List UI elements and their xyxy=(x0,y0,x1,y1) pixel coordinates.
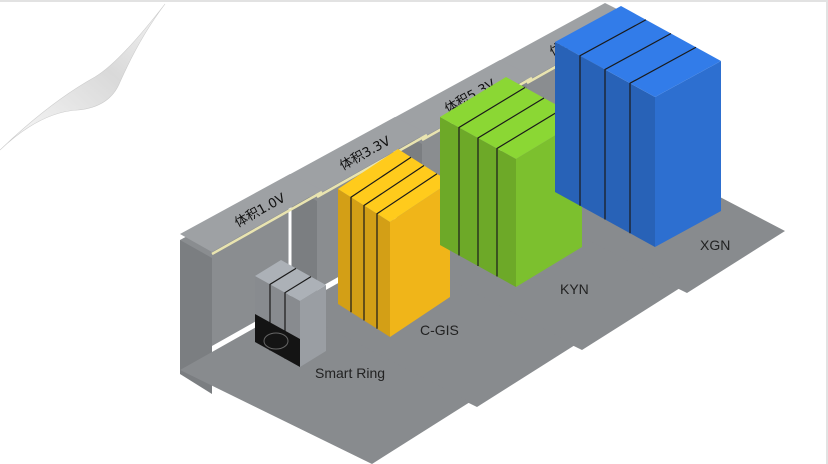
product-right-face xyxy=(655,61,721,247)
product-unit-divider xyxy=(496,107,564,277)
product-unit-divider xyxy=(350,156,412,313)
product-unit-divider xyxy=(629,46,697,234)
product-2: C-GIS xyxy=(338,149,459,338)
bay-banner xyxy=(285,117,427,195)
product-unit-divider xyxy=(458,86,526,256)
product-top-face xyxy=(255,260,326,301)
smart-ring-ring-icon xyxy=(263,332,289,350)
page-curl xyxy=(0,2,166,151)
bay-1: 体积1.0V xyxy=(180,174,470,464)
product-right-face xyxy=(300,285,326,367)
product-label: XGN xyxy=(700,237,730,253)
bay-banner-edge xyxy=(316,133,428,199)
product-label: C-GIS xyxy=(420,322,459,338)
product-unit-divider xyxy=(376,173,438,329)
product-unit-divider xyxy=(604,32,672,220)
bay-banner-edge xyxy=(211,190,323,256)
product-label: KYN xyxy=(560,281,589,297)
bay-banner xyxy=(390,60,532,138)
smart-ring-panel-base xyxy=(255,314,300,367)
product-unit-divider xyxy=(579,19,647,206)
product-unit-divider xyxy=(363,165,425,321)
product-4: XGN xyxy=(555,6,730,253)
product-right-face xyxy=(390,182,450,337)
bay-side-wall xyxy=(180,240,212,394)
product-unit-divider xyxy=(477,97,545,266)
bay-floor xyxy=(180,308,470,464)
bay-banner xyxy=(180,174,322,252)
product-1: Smart Ring xyxy=(255,260,385,381)
product-label: Smart Ring xyxy=(315,365,385,381)
